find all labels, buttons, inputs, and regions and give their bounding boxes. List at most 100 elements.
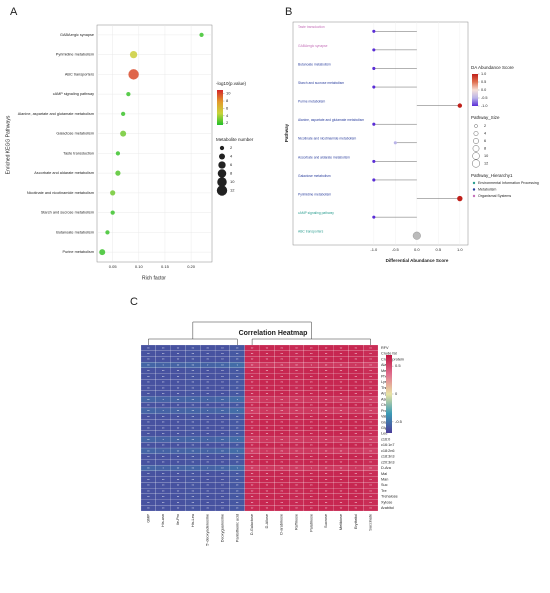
- cell-annotation: **: [251, 461, 254, 465]
- cell-annotation: **: [340, 426, 343, 430]
- cell-annotation: **: [251, 409, 254, 413]
- dot: [372, 159, 376, 163]
- cell-annotation: **: [355, 415, 358, 419]
- cell-annotation: **: [369, 386, 372, 390]
- colorbar-tick-label: 0.5: [395, 363, 401, 368]
- cell-annotation: **: [251, 358, 254, 362]
- cell-annotation: **: [162, 501, 165, 505]
- colorbar-tick-label: -0.5: [395, 419, 403, 424]
- cell-annotation: **: [221, 381, 224, 385]
- cell-annotation: **: [206, 426, 209, 430]
- cell-annotation: **: [177, 495, 180, 499]
- legend-title: Pathway_Hierarchy1: [471, 173, 513, 178]
- cell-annotation: **: [147, 369, 150, 373]
- cell-annotation: **: [325, 346, 328, 350]
- legend-size: [219, 145, 225, 151]
- cell-annotation: **: [340, 455, 343, 459]
- cell-annotation: **: [221, 346, 224, 350]
- legend-title: Metabolite number: [216, 137, 254, 142]
- cell-annotation: **: [192, 421, 195, 425]
- cell-annotation: **: [192, 507, 195, 511]
- cell-annotation: **: [281, 501, 284, 505]
- cell-annotation: **: [177, 421, 180, 425]
- cell-annotation: **: [295, 449, 298, 453]
- legend-marker: [472, 181, 476, 185]
- cell-annotation: **: [147, 478, 150, 482]
- cell-annotation: *: [207, 438, 209, 442]
- chart-title: Correlation Heatmap: [239, 330, 308, 337]
- cell-annotation: **: [325, 501, 328, 505]
- cell-annotation: **: [177, 363, 180, 367]
- cell-annotation: **: [310, 426, 313, 430]
- legend-label: 4: [484, 132, 486, 136]
- legend-label: Metabolism: [478, 187, 496, 191]
- cell-annotation: **: [192, 415, 195, 419]
- cell-annotation: **: [221, 455, 224, 459]
- cell-annotation: **: [325, 466, 328, 470]
- cell-annotation: **: [206, 415, 209, 419]
- cell-annotation: **: [325, 375, 328, 379]
- cell-annotation: **: [177, 415, 180, 419]
- cell-annotation: **: [177, 375, 180, 379]
- cell-annotation: **: [251, 484, 254, 488]
- cell-annotation: **: [221, 489, 224, 493]
- cell-annotation: **: [147, 404, 150, 408]
- cell-annotation: *: [207, 363, 209, 367]
- y-tick-label: GABAergic synapse: [298, 44, 328, 48]
- cell-annotation: **: [310, 392, 313, 396]
- cell-annotation: **: [355, 346, 358, 350]
- cell-annotation: **: [147, 438, 150, 442]
- cell-annotation: **: [295, 381, 298, 385]
- cell-annotation: **: [236, 426, 239, 430]
- row-label: Val: [381, 415, 386, 419]
- cell-annotation: **: [251, 501, 254, 505]
- cell-annotation: **: [206, 472, 209, 476]
- cell-annotation: **: [325, 438, 328, 442]
- bubble: [115, 151, 121, 156]
- cell-annotation: **: [369, 352, 372, 356]
- cell-annotation: **: [295, 386, 298, 390]
- colorbar-tick-label: -1.0: [481, 104, 488, 108]
- cell-annotation: **: [266, 484, 269, 488]
- column-label: D-Galactose: [250, 514, 254, 535]
- cell-annotation: **: [236, 415, 239, 419]
- cell-annotation: **: [236, 484, 239, 488]
- cell-annotation: **: [177, 386, 180, 390]
- cell-annotation: **: [162, 392, 165, 396]
- cell-annotation: **: [266, 369, 269, 373]
- cell-annotation: **: [162, 346, 165, 350]
- cell-annotation: **: [221, 472, 224, 476]
- cell-annotation: **: [251, 455, 254, 459]
- cell-annotation: **: [251, 415, 254, 419]
- cell-annotation: **: [355, 501, 358, 505]
- dendrogram: [148, 321, 371, 345]
- cell-annotation: **: [325, 426, 328, 430]
- cell-annotation: **: [340, 472, 343, 476]
- y-tick-label: Pyrimidine metabolism: [298, 192, 331, 196]
- cell-annotation: **: [295, 426, 298, 430]
- cell-annotation: **: [266, 444, 269, 448]
- dot: [372, 215, 376, 219]
- x-axis-title: Differential Abundance Score: [386, 258, 449, 263]
- legend-size: [472, 152, 480, 160]
- y-axis-title: Pathway: [284, 123, 289, 142]
- bubble: [121, 111, 126, 116]
- cell-annotation: **: [325, 415, 328, 419]
- cell-annotation: **: [162, 507, 165, 511]
- cell-annotation: **: [251, 381, 254, 385]
- cell-annotation: **: [251, 375, 254, 379]
- cell-annotation: **: [236, 358, 239, 362]
- y-tick-label: Alanine, aspartate and glutamate metabol…: [18, 112, 94, 116]
- colorbar: [472, 74, 478, 106]
- cell-annotation: **: [221, 369, 224, 373]
- cell-annotation: **: [147, 386, 150, 390]
- cell-annotation: *: [311, 449, 313, 453]
- row-label: Trehalose: [381, 495, 398, 499]
- cell-annotation: **: [310, 489, 313, 493]
- cell-annotation: **: [177, 392, 180, 396]
- cell-annotation: **: [355, 392, 358, 396]
- cell-annotation: **: [266, 461, 269, 465]
- cell-annotation: **: [192, 501, 195, 505]
- cell-annotation: **: [340, 461, 343, 465]
